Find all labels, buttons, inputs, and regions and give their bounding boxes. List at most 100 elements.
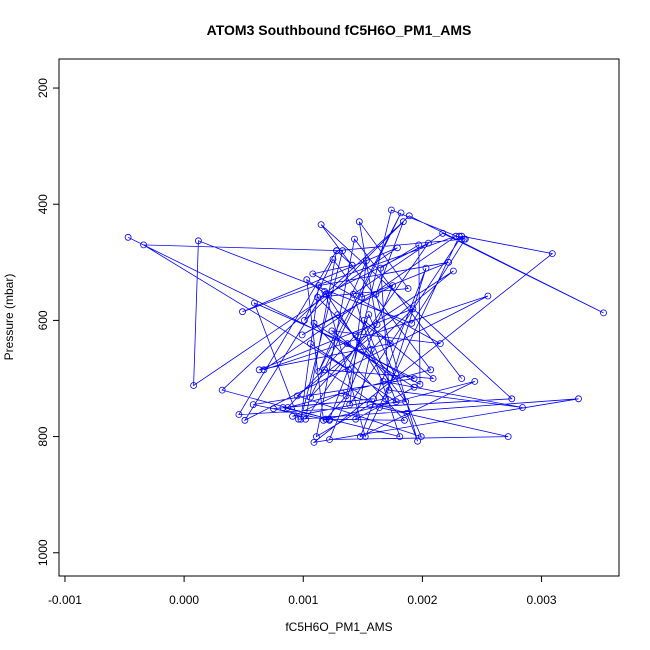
data-point: [409, 305, 417, 313]
data-point: [366, 401, 374, 409]
data-point: [504, 433, 512, 441]
x-tick-label: -0.001: [48, 593, 82, 607]
data-point: [218, 386, 226, 394]
data-point: [334, 311, 342, 319]
data-point: [317, 221, 325, 229]
data-point: [306, 340, 314, 348]
x-tick-label: 0.003: [527, 593, 557, 607]
x-tick-label: 0.001: [288, 593, 318, 607]
data-point: [348, 261, 356, 269]
data-point: [326, 436, 333, 443]
data-point: [422, 264, 430, 272]
data-point: [424, 239, 432, 247]
data-point: [337, 389, 345, 397]
data-point: [361, 433, 369, 441]
data-point: [399, 218, 407, 226]
data-point: [289, 412, 296, 420]
data-point: [322, 290, 330, 298]
data-point: [484, 292, 492, 300]
data-point: [519, 404, 526, 411]
data-point: [302, 415, 310, 423]
data-point: [260, 366, 268, 374]
data-point: [455, 232, 463, 240]
data-point: [320, 416, 327, 424]
series-layer: [124, 206, 607, 446]
data-point: [416, 380, 424, 388]
data-point: [449, 267, 457, 275]
data-point: [241, 416, 249, 424]
data-point: [417, 433, 425, 441]
data-point: [358, 293, 366, 301]
data-point: [345, 366, 352, 374]
data-point: [329, 255, 337, 263]
data-point: [315, 368, 323, 375]
data-point: [460, 235, 468, 243]
data-point: [303, 276, 311, 284]
data-point: [309, 270, 317, 278]
data-point: [427, 366, 435, 374]
data-point: [548, 250, 556, 258]
y-tick-label: 600: [36, 310, 50, 330]
data-point: [190, 382, 198, 389]
data-point: [414, 437, 422, 445]
y-tick-label: 200: [36, 78, 50, 98]
x-axis-label: fC5H6O_PM1_AMS: [285, 620, 392, 634]
data-point: [346, 401, 354, 409]
data-point: [235, 411, 243, 418]
x-axis: -0.001 0.000 0.001 0.002 0.003: [48, 575, 557, 607]
data-point: [458, 375, 466, 382]
data-point: [312, 433, 320, 441]
data-point: [403, 409, 411, 417]
y-axis-label: Pressure (mbar): [2, 274, 16, 361]
data-point: [397, 209, 405, 217]
data-point: [315, 282, 323, 290]
data-point: [471, 377, 479, 385]
data-point: [372, 290, 380, 298]
data-point: [392, 398, 400, 406]
data-point: [445, 258, 453, 266]
data-point: [306, 393, 314, 401]
data-point: [328, 327, 336, 335]
y-tick-label: 800: [36, 426, 50, 446]
data-point: [279, 404, 287, 411]
data-point: [436, 340, 444, 348]
data-point: [349, 290, 357, 298]
data-point: [297, 415, 305, 423]
data-point: [405, 212, 413, 220]
data-point: [370, 395, 378, 403]
data-point: [429, 375, 437, 382]
data-point: [391, 375, 399, 382]
data-point: [352, 331, 360, 339]
data-point: [600, 309, 607, 317]
data-point: [249, 401, 257, 409]
data-point: [386, 340, 394, 348]
data-point: [356, 433, 364, 441]
data-point: [194, 237, 202, 245]
data-point: [387, 206, 395, 214]
data-point: [410, 383, 418, 391]
data-point: [295, 415, 302, 423]
data-point: [352, 415, 360, 423]
data-point: [298, 331, 306, 339]
data-point: [343, 340, 351, 348]
data-point: [410, 375, 418, 382]
data-point: [389, 282, 397, 290]
data-point: [373, 321, 381, 328]
data-point: [382, 395, 389, 403]
data-point: [310, 438, 318, 446]
series-line: [127, 209, 604, 444]
data-point: [385, 386, 393, 394]
data-point: [396, 433, 404, 441]
data-point: [339, 247, 347, 255]
data-point: [239, 308, 246, 316]
data-point: [314, 293, 322, 301]
x-tick-label: 0.002: [407, 593, 437, 607]
data-point: [360, 316, 368, 324]
data-point: [140, 241, 148, 249]
data-point: [255, 366, 263, 374]
data-point: [404, 285, 412, 292]
data-point: [293, 392, 301, 400]
data-point: [408, 319, 416, 327]
data-point: [310, 319, 318, 327]
